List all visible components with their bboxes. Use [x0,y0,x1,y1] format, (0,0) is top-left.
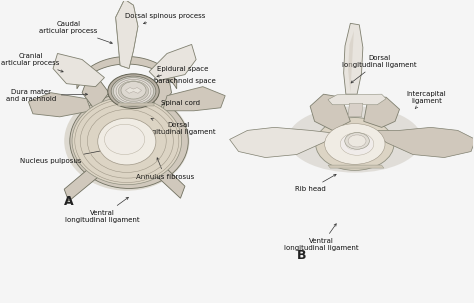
Polygon shape [328,165,384,168]
Polygon shape [348,103,363,117]
Polygon shape [373,127,474,158]
Polygon shape [364,97,400,127]
Text: B: B [296,249,306,262]
Text: Ventral
longitudinal ligament: Ventral longitudinal ligament [284,224,359,251]
Text: Ventral
longitudinal ligament: Ventral longitudinal ligament [65,197,139,223]
Polygon shape [310,94,350,130]
Text: Dorsal
longitudinal ligament: Dorsal longitudinal ligament [141,118,216,135]
Text: Caudal
articular process: Caudal articular process [39,21,112,44]
Ellipse shape [72,97,182,185]
Ellipse shape [70,93,188,188]
Ellipse shape [348,135,366,147]
Ellipse shape [121,82,146,99]
Ellipse shape [325,124,385,164]
Ellipse shape [64,91,190,191]
Ellipse shape [316,118,394,170]
Ellipse shape [288,106,422,173]
Polygon shape [328,94,386,105]
Polygon shape [163,87,225,111]
Ellipse shape [346,138,364,150]
Ellipse shape [108,74,159,108]
Polygon shape [344,23,363,94]
Text: Cranial
articular process: Cranial articular process [1,53,63,72]
Ellipse shape [116,79,151,103]
Ellipse shape [104,124,145,155]
Polygon shape [229,127,337,158]
Polygon shape [64,159,109,201]
Ellipse shape [98,118,156,165]
Polygon shape [116,0,138,68]
Ellipse shape [118,81,149,102]
Polygon shape [126,88,142,93]
Polygon shape [77,57,177,89]
Text: A: A [64,195,73,208]
Polygon shape [82,68,109,111]
Text: Annulus fibrosus: Annulus fibrosus [136,158,194,180]
Polygon shape [53,53,104,87]
Polygon shape [28,93,91,117]
Ellipse shape [113,78,154,105]
Text: Dura mater
and arachnoid: Dura mater and arachnoid [6,89,88,102]
Text: Spinal cord: Spinal cord [154,97,200,106]
Text: Intercapital
ligament: Intercapital ligament [407,91,446,108]
Text: Subarachnoid space: Subarachnoid space [145,78,216,88]
Ellipse shape [340,133,374,155]
Ellipse shape [345,133,369,149]
Text: Nucleus pulposus: Nucleus pulposus [20,148,110,164]
Polygon shape [118,103,154,106]
Polygon shape [149,45,196,81]
Text: Rib head: Rib head [295,174,336,192]
Text: Dorsal spinous process: Dorsal spinous process [125,13,205,24]
Polygon shape [149,68,172,111]
Polygon shape [145,156,185,198]
Text: Epidural space: Epidural space [157,65,209,77]
Text: Dorsal
longitudinal ligament: Dorsal longitudinal ligament [342,55,417,83]
Polygon shape [348,31,354,93]
Ellipse shape [111,76,156,106]
